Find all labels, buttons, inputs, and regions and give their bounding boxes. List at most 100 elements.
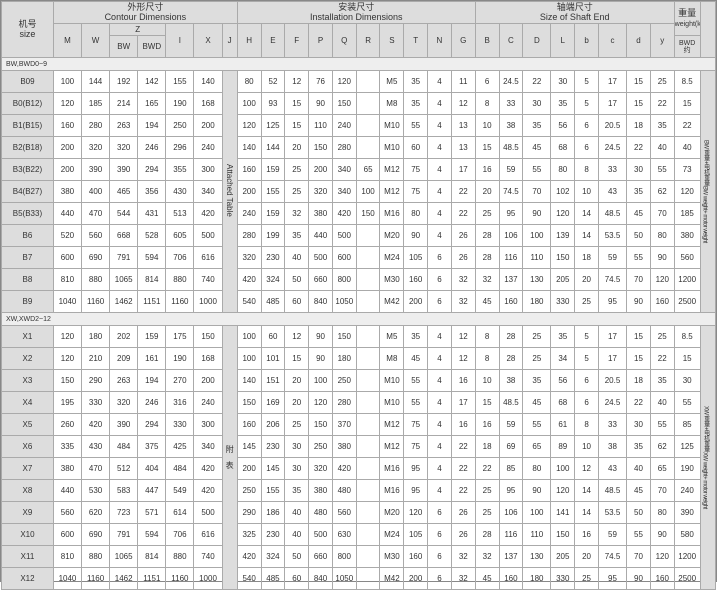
cell: 60 bbox=[285, 291, 309, 313]
cell: 400 bbox=[82, 181, 110, 203]
cell: 25 bbox=[650, 71, 674, 93]
cell: 1065 bbox=[110, 269, 138, 291]
cell: 120 bbox=[551, 203, 575, 225]
cell: 22 bbox=[627, 137, 651, 159]
col-M: M bbox=[53, 24, 81, 58]
cell: 8 bbox=[575, 159, 599, 181]
cell: 600 bbox=[53, 247, 81, 269]
side-weight-label: BW 重量+电机重量BW weight+ motor weight bbox=[700, 71, 715, 313]
cell: 75 bbox=[404, 436, 428, 458]
cell: M16 bbox=[380, 480, 404, 502]
cell: 240 bbox=[332, 115, 356, 137]
cell: 430 bbox=[166, 181, 194, 203]
cell: 325 bbox=[237, 524, 261, 546]
cell: 159 bbox=[261, 203, 285, 225]
cell: 185 bbox=[82, 93, 110, 115]
cell: 10 bbox=[575, 436, 599, 458]
cell: 24.5 bbox=[598, 137, 626, 159]
cell: 300 bbox=[194, 414, 222, 436]
cell: 560 bbox=[332, 502, 356, 524]
cell: 95 bbox=[404, 480, 428, 502]
cell: 660 bbox=[309, 546, 333, 568]
cell: 35 bbox=[650, 370, 674, 392]
cell bbox=[356, 247, 380, 269]
cell: 40 bbox=[627, 458, 651, 480]
cell: 35 bbox=[551, 326, 575, 348]
cell: 120 bbox=[53, 326, 81, 348]
cell: 120 bbox=[551, 480, 575, 502]
cell: 14 bbox=[575, 203, 599, 225]
cell: 8 bbox=[475, 93, 499, 115]
cell bbox=[356, 115, 380, 137]
cell: 8 bbox=[575, 414, 599, 436]
cell: 160 bbox=[404, 269, 428, 291]
cell: 90 bbox=[309, 326, 333, 348]
cell: 45 bbox=[475, 291, 499, 313]
cell: 180 bbox=[332, 348, 356, 370]
cell: 18 bbox=[627, 370, 651, 392]
cell: 512 bbox=[110, 458, 138, 480]
row-label: X3 bbox=[2, 370, 54, 392]
cell: 59 bbox=[598, 247, 626, 269]
cell: 200 bbox=[309, 159, 333, 181]
cell: 28 bbox=[475, 524, 499, 546]
cell: 90 bbox=[650, 247, 674, 269]
col-R: R bbox=[356, 24, 380, 58]
cell: 620 bbox=[82, 502, 110, 524]
row-label: B3(B22) bbox=[2, 159, 54, 181]
cell: 17 bbox=[598, 71, 626, 93]
cell: 240 bbox=[674, 480, 700, 502]
cell: 668 bbox=[110, 225, 138, 247]
cell: M10 bbox=[380, 370, 404, 392]
cell: 447 bbox=[138, 480, 166, 502]
cell: M42 bbox=[380, 568, 404, 590]
cell: M20 bbox=[380, 225, 404, 247]
cell: 17 bbox=[451, 159, 475, 181]
cell: 120 bbox=[237, 115, 261, 137]
cell: 540 bbox=[237, 568, 261, 590]
row-label: B5(B33) bbox=[2, 203, 54, 225]
cell: 55 bbox=[523, 159, 551, 181]
cell: 30 bbox=[627, 159, 651, 181]
cell: 30 bbox=[285, 436, 309, 458]
cell: 209 bbox=[110, 348, 138, 370]
cell bbox=[356, 392, 380, 414]
cell: 194 bbox=[138, 370, 166, 392]
hdr-contour: 外形尺寸Contour Dimensions bbox=[53, 2, 237, 24]
cell: 30 bbox=[523, 93, 551, 115]
cell: 14 bbox=[575, 225, 599, 247]
cell: 43 bbox=[598, 181, 626, 203]
cell: M10 bbox=[380, 392, 404, 414]
cell: M30 bbox=[380, 546, 404, 568]
cell: 48.5 bbox=[598, 480, 626, 502]
cell: 22 bbox=[650, 93, 674, 115]
col-G: G bbox=[451, 24, 475, 58]
cell: 90 bbox=[650, 524, 674, 546]
cell: 120 bbox=[674, 181, 700, 203]
cell: 4 bbox=[428, 480, 452, 502]
cell: 26 bbox=[451, 247, 475, 269]
cell: 22 bbox=[451, 458, 475, 480]
cell: 616 bbox=[194, 524, 222, 546]
cell: 294 bbox=[138, 414, 166, 436]
cell: 484 bbox=[110, 436, 138, 458]
cell: 340 bbox=[332, 181, 356, 203]
cell: 263 bbox=[110, 370, 138, 392]
cell: 390 bbox=[674, 502, 700, 524]
hdr-size: 机号size bbox=[2, 2, 54, 58]
cell: 840 bbox=[309, 568, 333, 590]
cell: 32 bbox=[451, 568, 475, 590]
cell: 880 bbox=[166, 546, 194, 568]
cell: M8 bbox=[380, 348, 404, 370]
cell: 80 bbox=[523, 458, 551, 480]
cell: 120 bbox=[53, 348, 81, 370]
col-c2: c bbox=[598, 24, 626, 58]
cell: 6 bbox=[428, 291, 452, 313]
cell: 17 bbox=[598, 348, 626, 370]
cell: 137 bbox=[499, 546, 523, 568]
cell: 80 bbox=[404, 203, 428, 225]
cell: 55 bbox=[404, 115, 428, 137]
cell: 10 bbox=[575, 181, 599, 203]
cell: 2500 bbox=[674, 291, 700, 313]
cell: 324 bbox=[261, 269, 285, 291]
